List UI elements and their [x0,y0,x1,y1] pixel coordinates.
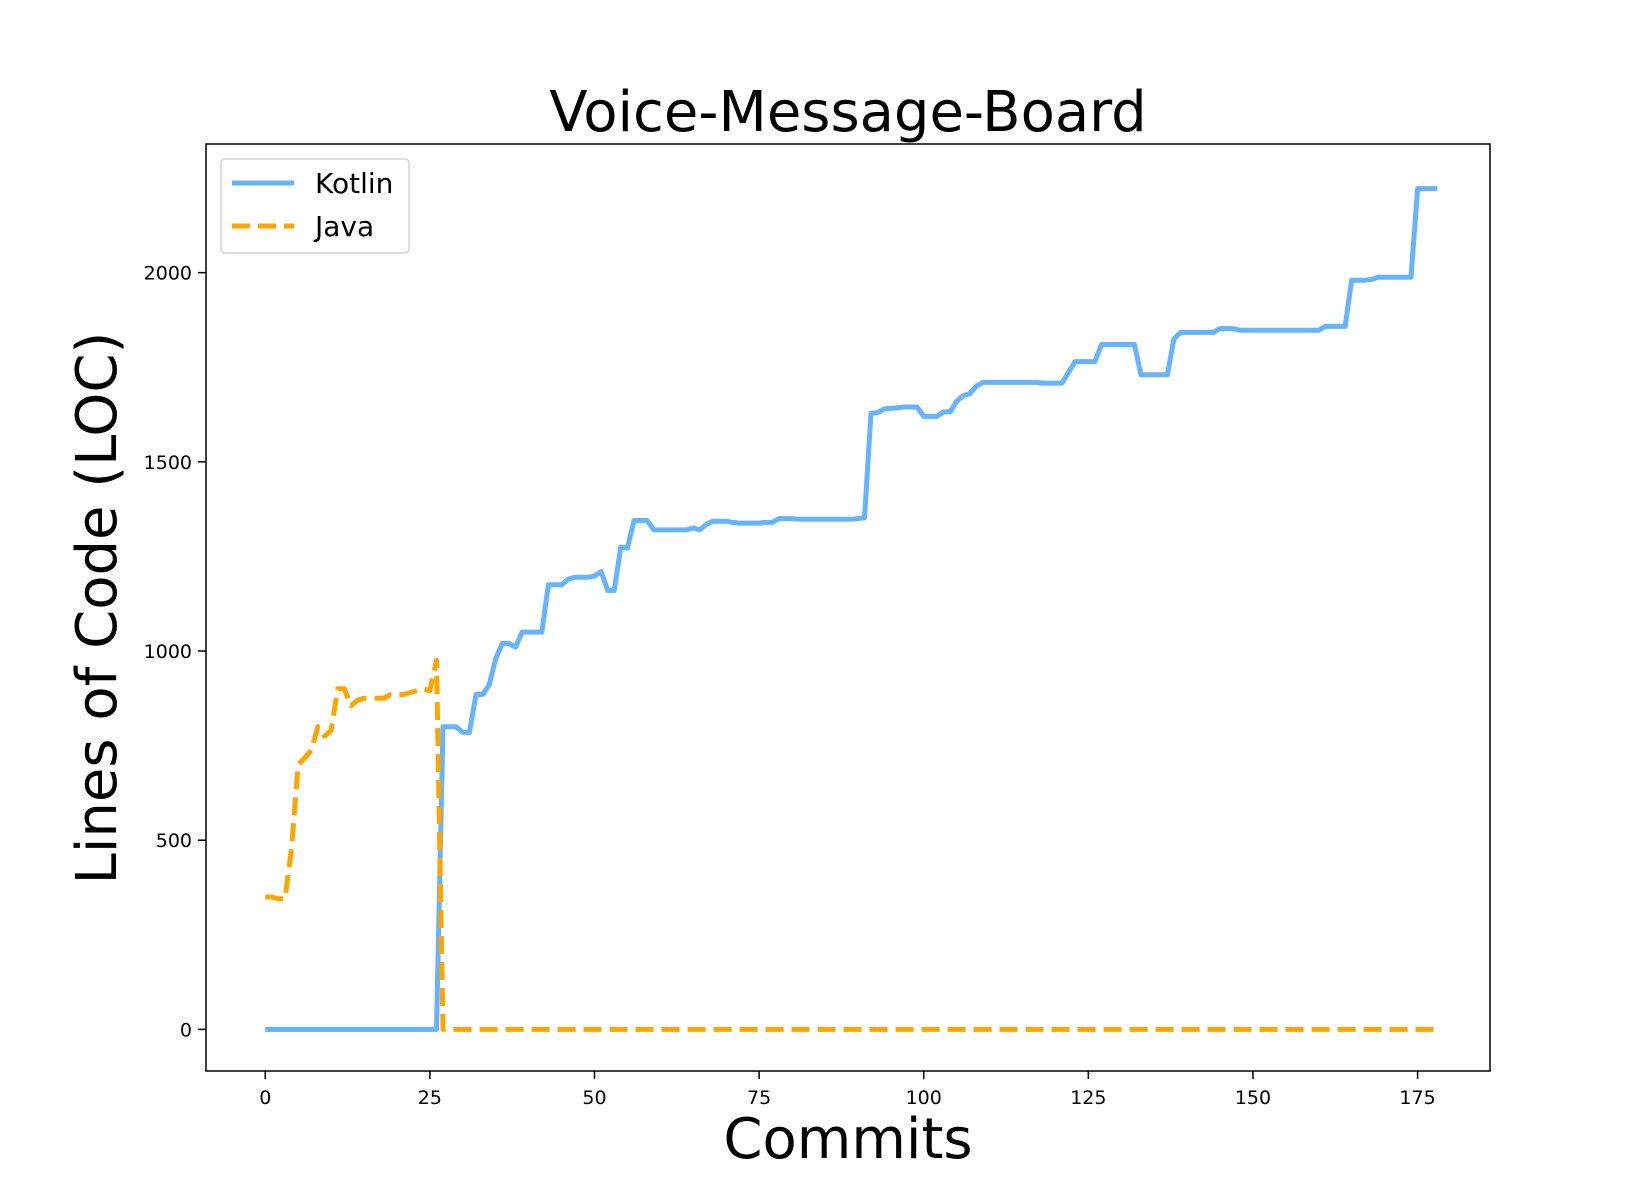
x-tick-label: 100 [906,1087,942,1109]
y-axis-title: Lines of Code (LOC) [65,332,130,885]
x-axis-title: Commits [723,1107,972,1172]
chart-title: Voice-Message-Board [549,80,1146,145]
x-tick-label: 75 [747,1087,771,1109]
y-tick-label: 0 [180,1019,192,1041]
y-tick-label: 500 [156,830,192,852]
x-tick-label: 50 [582,1087,606,1109]
plot-background [206,144,1490,1071]
x-axis-ticks: 0 25 50 75 100 125 150 175 [259,1071,1436,1109]
series-line-kotlin [265,186,1438,1032]
x-tick-label: 175 [1399,1087,1435,1109]
legend: Kotlin Java [220,158,410,254]
x-tick-label: 125 [1070,1087,1106,1109]
legend-label-java: Java [313,210,374,243]
series-line-java [265,658,1438,1032]
y-axis-ticks: 0 500 1000 1500 2000 [144,263,206,1041]
plot-frame [205,143,1491,1072]
legend-label-kotlin: Kotlin [315,167,393,200]
y-tick-label: 1000 [144,641,192,663]
y-tick-label: 1500 [144,452,192,474]
series-layer [265,186,1438,1032]
x-tick-label: 25 [418,1087,442,1109]
x-tick-label: 0 [259,1087,271,1109]
y-tick-label: 2000 [144,263,192,285]
x-tick-label: 150 [1235,1087,1271,1109]
